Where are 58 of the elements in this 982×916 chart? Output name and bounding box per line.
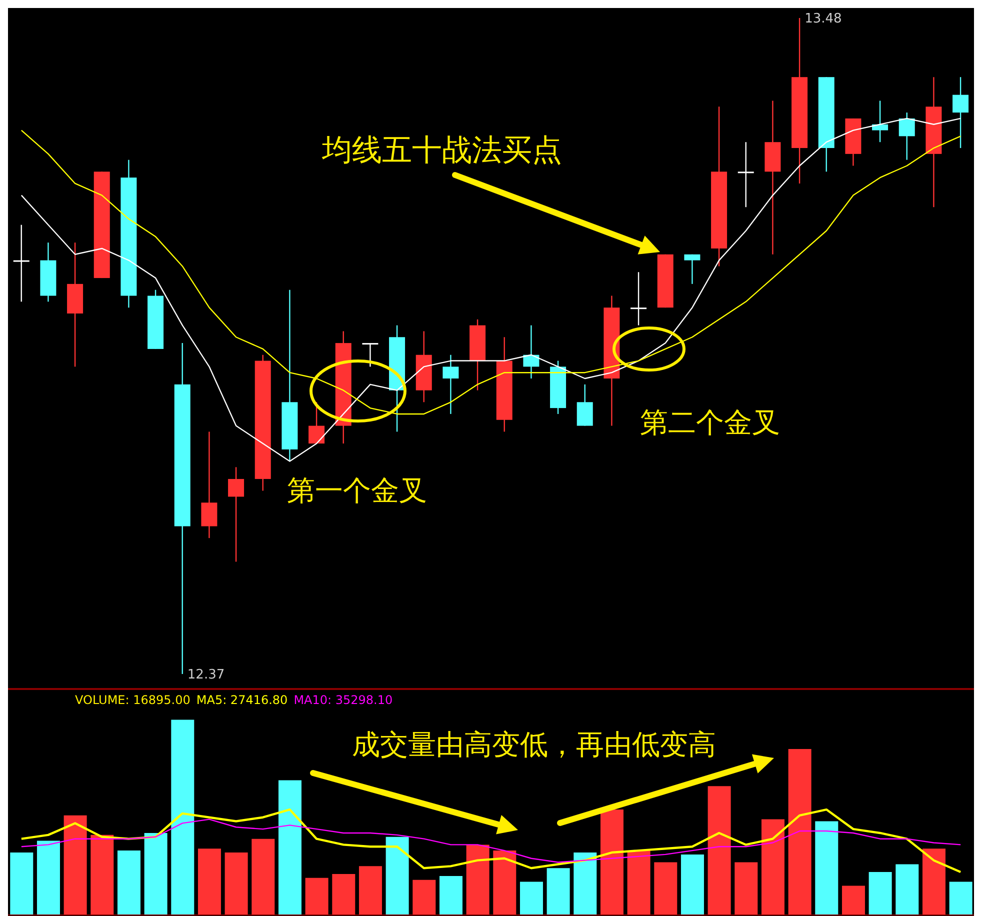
bar [600, 810, 624, 915]
bar [708, 786, 731, 915]
bar [949, 882, 972, 915]
bar [144, 832, 168, 915]
candlestick [898, 112, 915, 160]
bar [680, 854, 704, 915]
candlestick [872, 100, 888, 143]
text: MA10: 35298.10 [294, 693, 393, 707]
text: VOLUME: 16895.00 [75, 693, 190, 707]
bar [734, 862, 758, 915]
bar [278, 780, 302, 915]
bar [922, 848, 946, 915]
candlestick [201, 431, 218, 539]
candlestick [684, 254, 700, 285]
candlestick [308, 402, 325, 444]
bar [305, 878, 328, 915]
bar [788, 749, 812, 915]
bar [466, 844, 490, 915]
bar [64, 815, 87, 915]
candlestick [13, 224, 30, 302]
bar [358, 866, 382, 915]
bar [224, 852, 248, 915]
candlestick [362, 342, 378, 368]
bar [198, 848, 221, 915]
bar [868, 872, 892, 915]
bar [412, 880, 436, 915]
annotation: 12.37 [187, 668, 225, 683]
bar [252, 838, 275, 915]
candlestick [738, 142, 754, 208]
bar [842, 886, 865, 915]
annotation: 均线五十战法买点 [322, 132, 562, 170]
annotation: 成交量由高变低，再由低变高 [352, 727, 716, 763]
bar [386, 836, 409, 915]
annotation: 第一个金叉 [287, 473, 427, 509]
bar [654, 862, 678, 915]
candlestick [576, 384, 593, 426]
candlestick [228, 466, 244, 562]
bar [36, 840, 60, 915]
bar [761, 819, 784, 915]
bar [117, 850, 140, 915]
annotation: 13.48 [804, 12, 842, 27]
bar [546, 868, 570, 915]
bar [574, 852, 597, 915]
text: MA5: 27416.80 [196, 693, 288, 707]
bar [10, 852, 34, 915]
bar [439, 876, 462, 915]
bar [171, 720, 194, 915]
candlestick [952, 76, 969, 149]
candlestick [442, 354, 459, 415]
candlestick [630, 272, 647, 326]
bar [90, 834, 114, 915]
bar [332, 874, 356, 915]
annotation: 第二个金叉 [640, 405, 780, 441]
bar [896, 864, 919, 915]
bar [627, 850, 650, 915]
bar [493, 850, 516, 915]
bar [520, 882, 543, 915]
bar [815, 821, 838, 915]
